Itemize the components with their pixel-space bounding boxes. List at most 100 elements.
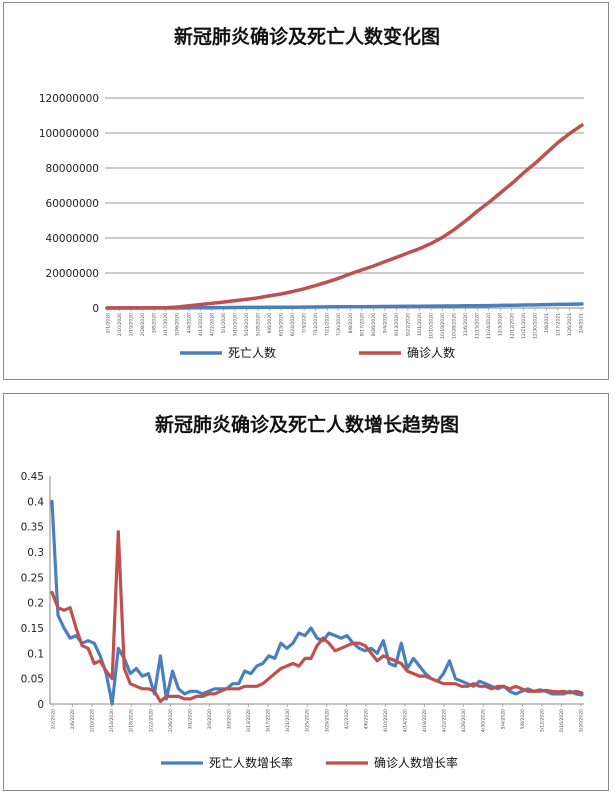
x-tick-label: 4/30/2020 [481, 709, 487, 732]
y-tick-label: 0.4 [27, 496, 44, 508]
x-tick-label: 10/28/2020 [452, 313, 458, 339]
x-tick-label: 11/15/2020 [475, 313, 481, 339]
x-tick-label: 2/1/2020 [106, 313, 112, 333]
y-tick-label: 0.15 [21, 623, 44, 635]
x-tick-label: 4/14/2020 [403, 709, 409, 732]
x-tick-label: 3/29/2020 [324, 709, 330, 732]
x-tick-label: 3/1/2020 [187, 709, 193, 729]
legend-label: 确诊人数增长率 [374, 755, 458, 770]
x-tick-label: 8/17/2020 [359, 313, 365, 336]
x-tick-label: 2/2/2020 [51, 709, 57, 729]
x-tick-label: 10/19/2020 [440, 313, 446, 339]
series-line-confirmed [105, 123, 584, 310]
series-line-deaths [105, 302, 584, 310]
x-tick-label: 4/26/2020 [461, 709, 467, 732]
x-tick-label: 9/13/2020 [394, 313, 400, 336]
x-tick-label: 3/17/2020 [266, 709, 272, 732]
x-tick-label: 8/8/2020 [348, 313, 354, 333]
x-tick-label: 12/30/2020 [532, 313, 538, 339]
x-tick-label: 2/6/2020 [70, 709, 76, 729]
y-tick-label: 20000000 [46, 268, 99, 280]
y-tick-label: 0 [37, 699, 44, 711]
legend-label: 死亡人数增长率 [209, 755, 293, 770]
x-tick-label: 2/18/2020 [129, 709, 135, 732]
x-tick-label: 6/24/2020 [290, 313, 296, 336]
x-tick-label: 1/26/2021 [567, 313, 573, 336]
legend-label: 确诊人数 [407, 345, 455, 360]
x-tick-label: 4/22/2020 [442, 709, 448, 732]
chart-title: 新冠肺炎确诊及死亡人数增长趋势图 [155, 413, 459, 436]
x-tick-label: 12/3/2020 [498, 313, 504, 336]
x-tick-label: 4/18/2020 [422, 709, 428, 732]
x-tick-label: 4/22/2020 [209, 313, 215, 336]
y-tick-label: 0.3 [27, 547, 44, 559]
y-tick-label: 40000000 [46, 233, 99, 245]
x-tick-label: 3/13/2020 [246, 709, 252, 732]
x-tick-label: 3/8/2020 [152, 313, 158, 333]
x-tick-label: 12/21/2020 [521, 313, 527, 339]
x-tick-label: 6/15/2020 [279, 313, 285, 336]
x-tick-label: 4/6/2020 [363, 709, 369, 729]
x-tick-label: 3/26/2020 [175, 313, 181, 336]
y-tick-label: 60000000 [46, 198, 99, 210]
x-tick-label: 2/10/2020 [117, 313, 123, 336]
y-tick-label: 120000000 [39, 93, 99, 105]
y-tick-label: 0 [92, 303, 99, 315]
x-tick-label: 5/12/2020 [539, 709, 545, 732]
x-tick-label: 2/28/2020 [140, 313, 146, 336]
x-tick-label: 5/1/2020 [221, 313, 227, 333]
x-tick-label: 2/10/2020 [90, 709, 96, 732]
y-tick-label: 0.05 [21, 674, 44, 686]
x-tick-label: 2/19/2020 [129, 313, 135, 336]
x-tick-label: 10/1/2020 [417, 313, 423, 336]
x-tick-label: 2/22/2020 [148, 709, 154, 732]
x-tick-label: 7/30/2020 [336, 313, 342, 336]
x-tick-label: 8/26/2020 [371, 313, 377, 336]
series-line-confirmed [50, 530, 584, 704]
x-tick-label: 5/28/2020 [255, 313, 261, 336]
y-tick-label: 0.45 [21, 471, 44, 483]
x-tick-label: 10/10/2020 [429, 313, 435, 339]
chart-title: 新冠肺炎确诊及死亡人数变化图 [174, 25, 440, 48]
y-tick-label: 0.1 [27, 648, 44, 660]
x-tick-label: 5/4/2020 [500, 709, 506, 729]
x-tick-label: 2/14/2020 [109, 709, 115, 732]
x-tick-label: 2/26/2020 [168, 709, 174, 732]
chart-panel-confirmed-deaths: 新冠肺炎确诊及死亡人数变化图 0 20000000 40000000 60000000… [3, 2, 609, 380]
x-tick-label: 5/19/2020 [244, 313, 250, 336]
x-tick-label: 4/2/2020 [344, 709, 350, 729]
x-tick-label: 5/16/2020 [559, 709, 565, 732]
x-tick-label: 4/4/2020 [186, 313, 192, 333]
x-tick-label: 9/4/2020 [382, 313, 388, 333]
x-tick-label: 9/22/2020 [405, 313, 411, 336]
x-tick-label: 5/20/2020 [579, 709, 585, 732]
y-tick-label: 0.2 [27, 598, 44, 610]
x-tick-label: 11/24/2020 [486, 313, 492, 339]
x-tick-label: 7/12/2020 [313, 313, 319, 336]
x-tick-label: 1/17/2021 [555, 313, 561, 336]
chart-confirmed-deaths: 新冠肺炎确诊及死亡人数变化图 0 20000000 40000000 60000000… [39, 25, 585, 360]
legend-label: 死亡人数 [228, 345, 276, 360]
x-tick-label: 7/21/2020 [325, 313, 331, 336]
x-tick-label: 3/25/2020 [305, 709, 311, 732]
chart-panel-growth-rate: 新冠肺炎确诊及死亡人数增长趋势图 0 0.05 0.1 0.15 0.2 0.25 0.3 0… [3, 393, 609, 791]
x-tick-label: 3/17/2020 [163, 313, 169, 336]
x-tick-label: 7/3/2020 [302, 313, 308, 333]
y-tick-label: 100000000 [39, 128, 99, 140]
chart-growth-rate: 新冠肺炎确诊及死亡人数增长趋势图 0 0.05 0.1 0.15 0.2 0.25 0.3 0… [21, 413, 585, 770]
x-tick-label: 5/8/2020 [520, 709, 526, 729]
y-tick-label: 0.25 [21, 572, 44, 584]
x-tick-label: 11/6/2020 [463, 313, 469, 336]
x-tick-label: 1/8/2021 [544, 313, 550, 333]
x-tick-label: 4/13/2020 [198, 313, 204, 336]
x-tick-label: 3/9/2020 [227, 709, 233, 729]
x-tick-label: 2/4/2021 [579, 313, 585, 333]
x-tick-label: 12/12/2020 [509, 313, 515, 339]
x-tick-label: 3/21/2020 [285, 709, 291, 732]
x-tick-label: 3/5/2020 [207, 709, 213, 729]
y-tick-label: 80000000 [46, 163, 99, 175]
x-tick-label: 5/10/2020 [232, 313, 238, 336]
y-tick-label: 0.35 [21, 522, 44, 534]
x-tick-label: 4/10/2020 [383, 709, 389, 732]
x-tick-label: 6/6/2020 [267, 313, 273, 333]
